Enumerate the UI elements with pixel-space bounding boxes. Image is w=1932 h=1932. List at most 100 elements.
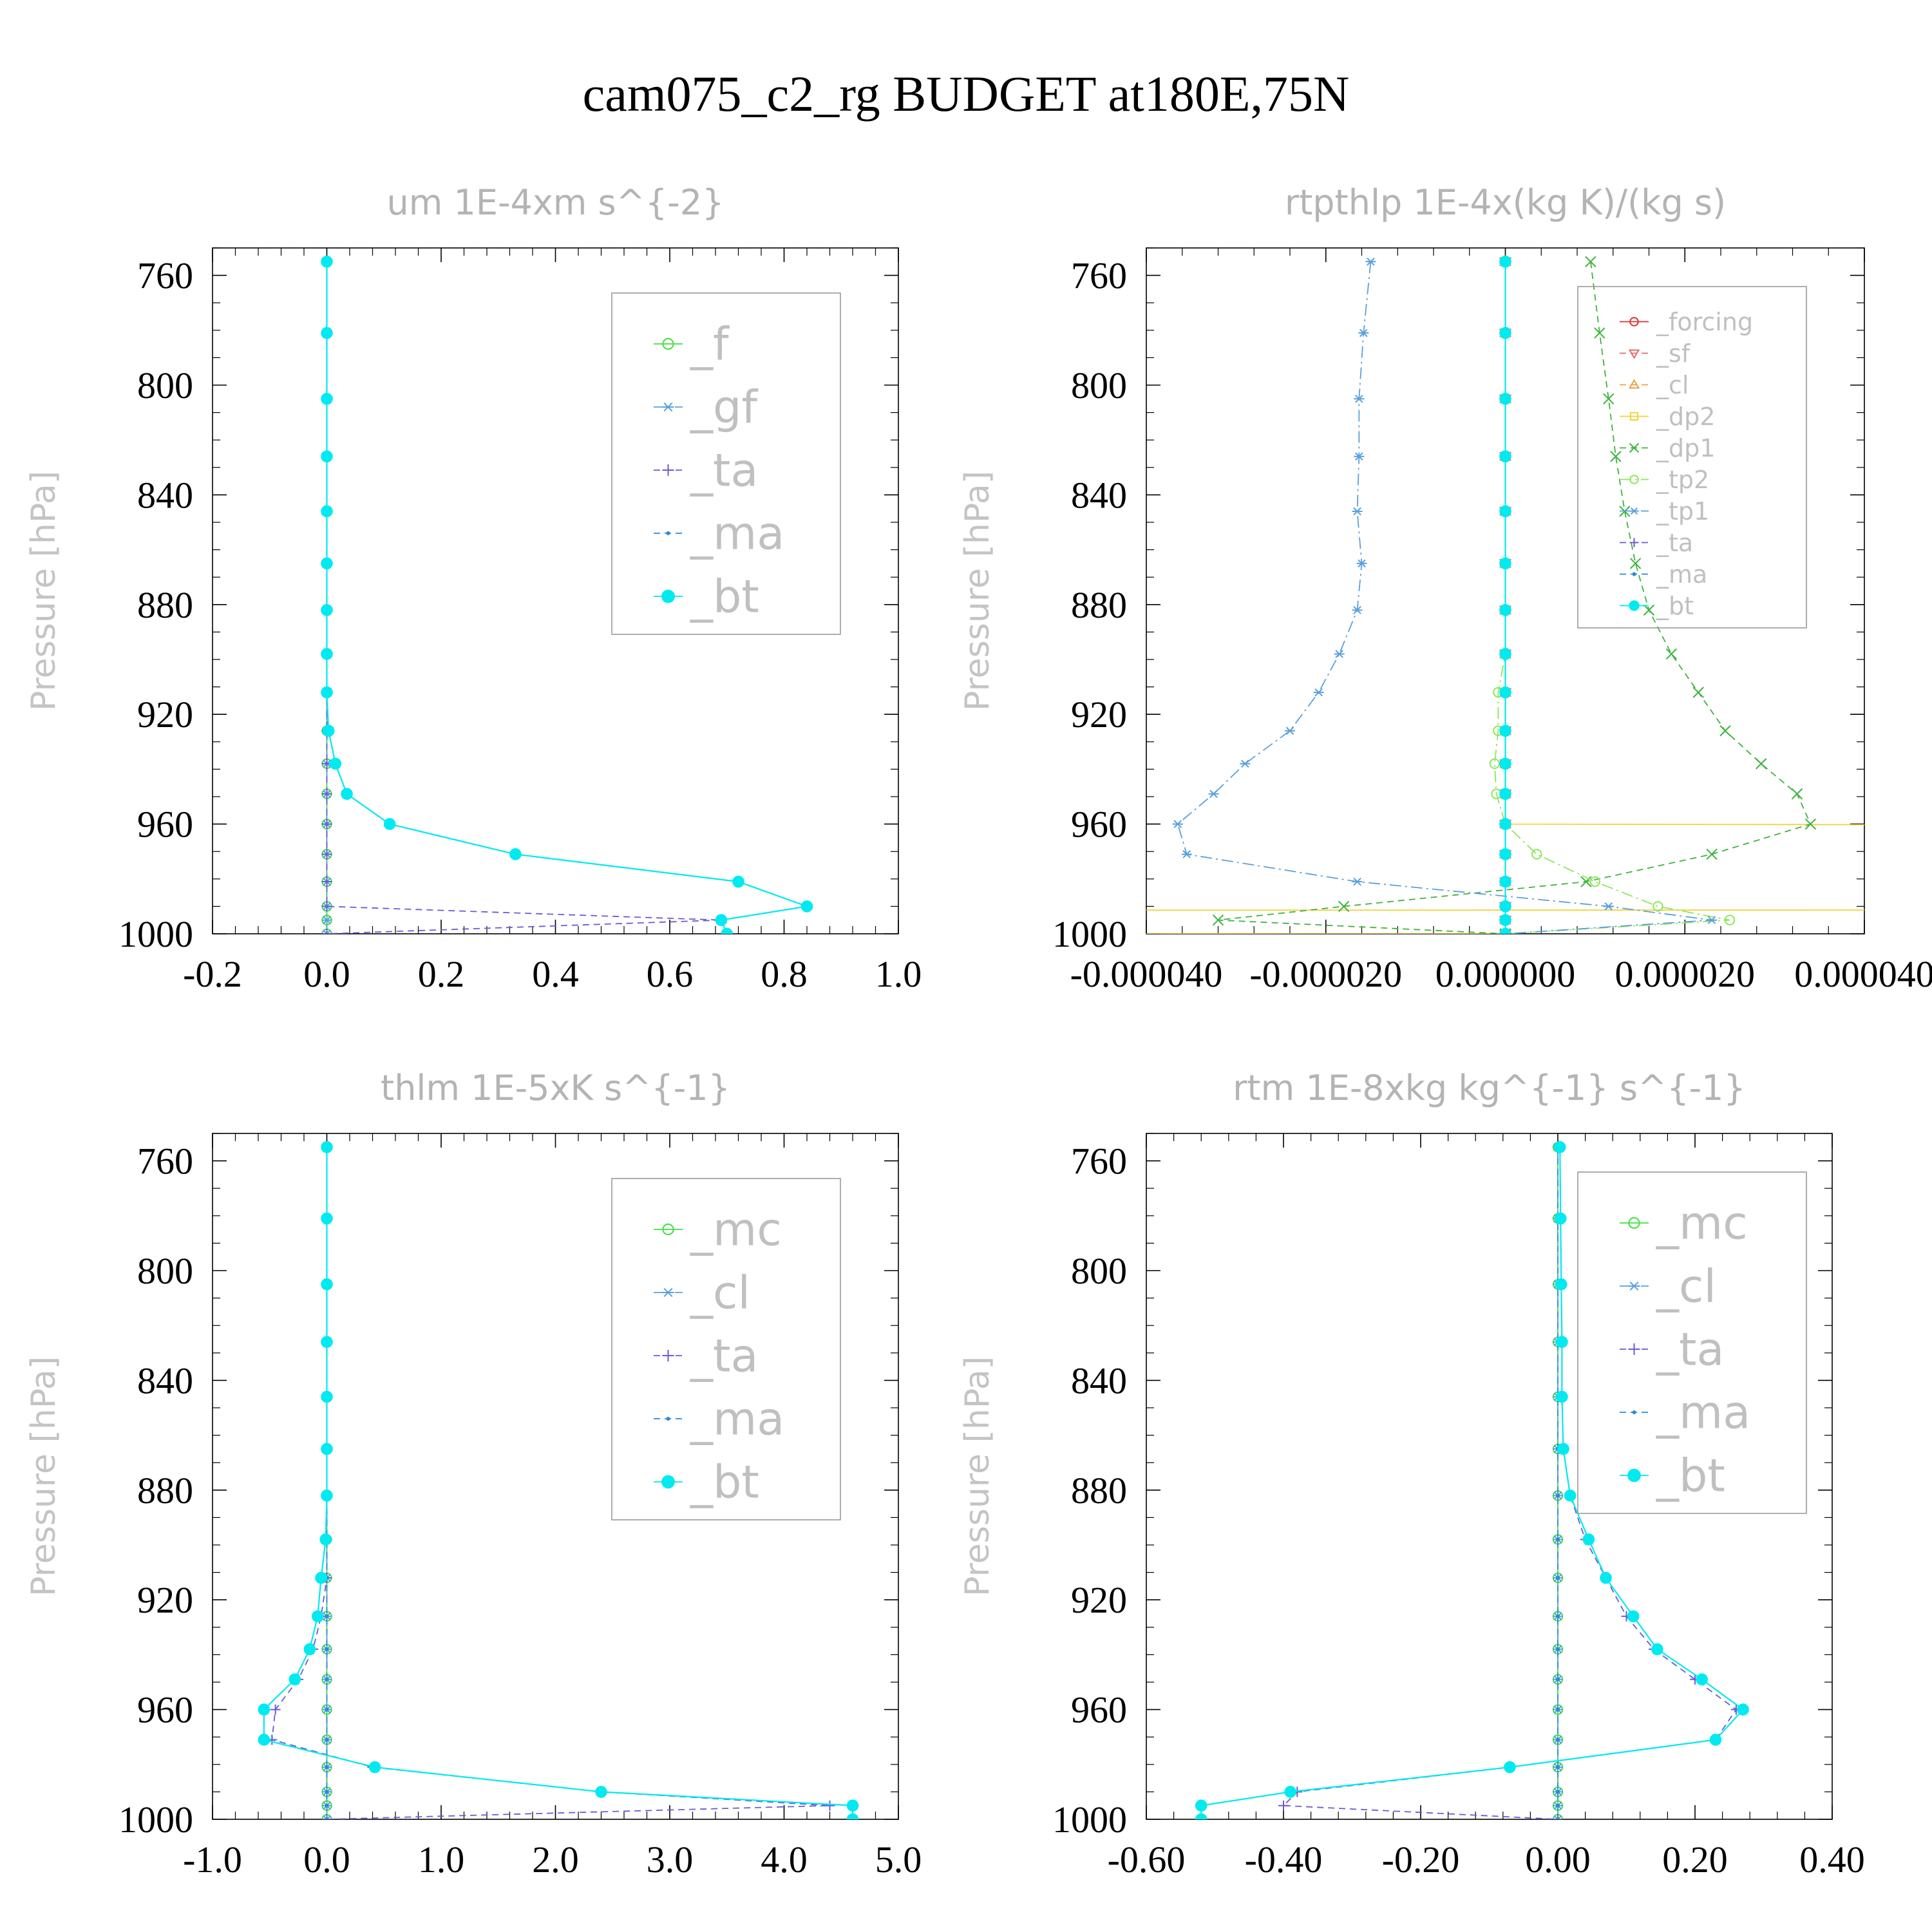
legend-entry-bt: _bt xyxy=(1656,1450,1725,1502)
data-point-tp1 xyxy=(1285,726,1295,735)
data-point-bt xyxy=(258,1703,270,1716)
series-line-dp1 xyxy=(1218,261,1812,934)
data-point-bt xyxy=(1556,1336,1568,1349)
x-tick-label: 0.6 xyxy=(647,953,694,995)
y-axis-label: Pressure [hPa] xyxy=(958,471,997,711)
x-tick-label: 0.000000 xyxy=(1435,953,1576,995)
y-tick-label: 960 xyxy=(137,804,193,846)
data-point-tp1 xyxy=(1334,650,1345,658)
data-point-ta xyxy=(321,849,332,860)
legend-box xyxy=(611,292,841,635)
y-tick-label: 880 xyxy=(1071,584,1127,626)
data-point-dp1 xyxy=(1603,393,1615,405)
legend: _f _gf _ta _ma _bt xyxy=(611,292,841,635)
data-point-bt xyxy=(1499,327,1511,339)
y-axis-label: Pressure [hPa] xyxy=(24,471,63,711)
data-point-ma xyxy=(1556,1803,1560,1808)
data-point-bt xyxy=(321,1212,333,1225)
data-point-bt xyxy=(1737,1703,1749,1716)
data-point-ma xyxy=(325,1803,329,1808)
y-tick-label: 920 xyxy=(1071,1579,1127,1621)
y-tick-label: 1000 xyxy=(1052,1799,1127,1841)
data-point-dp1 xyxy=(1643,604,1655,616)
x-tick-label: 4.0 xyxy=(761,1839,808,1880)
data-point-bt xyxy=(341,788,353,800)
legend-box xyxy=(611,1178,841,1520)
data-point-ma xyxy=(325,1765,329,1770)
x-tick-label: 0.0 xyxy=(303,953,350,995)
data-point-tp1 xyxy=(1603,902,1614,911)
y-tick-label: 800 xyxy=(1071,1250,1127,1292)
data-point-dp1 xyxy=(1719,725,1731,737)
data-point-ta xyxy=(321,819,332,829)
legend-entry-mc: _mc xyxy=(690,1204,782,1256)
x-tick-label: 0.2 xyxy=(418,953,465,995)
x-tick-label: -0.40 xyxy=(1245,1839,1323,1880)
legend-marker xyxy=(1628,349,1640,359)
data-point-ma xyxy=(1556,1738,1560,1742)
data-point-ma xyxy=(325,1707,329,1712)
legend: _mc _cl _ta _ma _bt xyxy=(611,1178,841,1520)
legend-marker xyxy=(1632,572,1636,576)
x-tick-label: 0.20 xyxy=(1662,1839,1728,1880)
data-point-tp1 xyxy=(1352,877,1363,886)
panel-title: um 1E-4xm s^{-2} xyxy=(387,182,724,223)
data-point-bt xyxy=(1564,1490,1577,1502)
data-point-bt xyxy=(315,1571,327,1584)
y-axis-label: Pressure [hPa] xyxy=(958,1356,997,1596)
legend-entry-sf: _sf xyxy=(1656,339,1691,368)
data-point-bt xyxy=(321,1278,333,1291)
plot-frame xyxy=(1146,1133,1833,1820)
y-tick-label: 920 xyxy=(1071,694,1127,735)
x-tick-label: 0.0 xyxy=(303,1839,350,1880)
x-tick-label: 0.4 xyxy=(532,953,579,995)
x-tick-label: 0.000040 xyxy=(1794,953,1932,995)
data-point-dp1 xyxy=(1212,914,1224,926)
data-point-bt xyxy=(846,1813,859,1819)
y-tick-label: 960 xyxy=(1071,804,1127,846)
y-tick-label: 800 xyxy=(137,1250,193,1292)
data-point-bt xyxy=(1499,788,1511,800)
data-point-tp1 xyxy=(1354,452,1365,461)
data-point-dp1 xyxy=(1629,558,1642,569)
data-point-tp2 xyxy=(1489,758,1500,770)
data-point-ma xyxy=(1556,1817,1560,1819)
x-tick-label: 0.00 xyxy=(1525,1839,1591,1880)
legend-entry-ma: _ma xyxy=(1656,560,1707,589)
data-point-bt xyxy=(321,256,333,268)
data-point-cl xyxy=(321,1815,332,1819)
legend-marker xyxy=(662,337,674,350)
data-point-ma xyxy=(1556,1790,1560,1794)
data-point-bt xyxy=(509,848,522,860)
x-tick-label: 0.000020 xyxy=(1615,953,1756,995)
data-point-bt xyxy=(1499,875,1511,888)
legend-marker xyxy=(1628,1281,1640,1291)
data-point-bt xyxy=(1499,505,1511,518)
x-tick-label: -0.2 xyxy=(183,953,242,995)
data-point-bt xyxy=(321,686,333,699)
y-tick-label: 1000 xyxy=(118,913,193,955)
data-point-bt xyxy=(1557,1443,1569,1455)
legend-marker xyxy=(662,1223,674,1236)
data-point-dp1 xyxy=(1665,648,1678,660)
data-point-bt xyxy=(1499,724,1511,737)
y-tick-label: 760 xyxy=(1071,1141,1127,1182)
legend-entry-ta: _ta xyxy=(1656,529,1693,557)
data-point-tp1 xyxy=(1352,606,1363,614)
data-point-tp2 xyxy=(1531,849,1542,860)
data-point-bt xyxy=(312,1610,324,1623)
data-point-ta xyxy=(270,1704,281,1715)
data-point-bt xyxy=(1499,256,1511,268)
data-point-bt xyxy=(1627,1610,1640,1623)
legend-marker xyxy=(1629,317,1639,327)
data-point-ma xyxy=(1556,1614,1560,1618)
legend-entry-dp1: _dp1 xyxy=(1656,434,1715,462)
legend-marker xyxy=(1627,1468,1641,1482)
data-point-bt xyxy=(258,1734,270,1746)
data-point-bt xyxy=(800,900,813,913)
data-point-ma xyxy=(1556,1647,1560,1651)
data-point-dp1 xyxy=(1610,451,1622,462)
x-tick-label: -1.0 xyxy=(183,1839,242,1880)
y-tick-label: 1000 xyxy=(118,1799,193,1841)
